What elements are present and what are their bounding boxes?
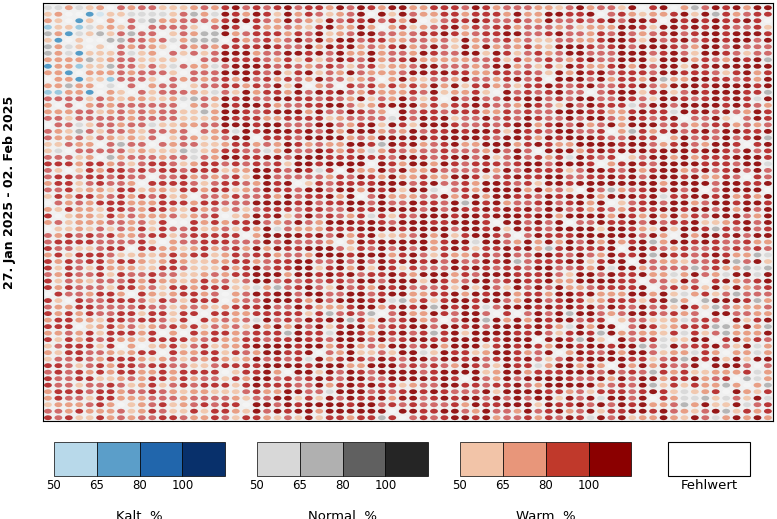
Bar [343,442,385,476]
Text: Normal  %: Normal % [308,510,377,519]
Text: 80: 80 [335,480,350,493]
Text: Fehlwert: Fehlwert [681,480,737,493]
Text: 65: 65 [292,480,307,493]
Text: 100: 100 [171,480,193,493]
Bar [668,442,750,476]
Bar [588,442,632,476]
Bar [385,442,428,476]
Text: 50: 50 [249,480,264,493]
Text: 50: 50 [452,480,467,493]
Text: 80: 80 [132,480,147,493]
Text: 100: 100 [577,480,600,493]
Bar [140,442,183,476]
Text: 65: 65 [89,480,104,493]
Text: 27. Jan 2025 - 02. Feb 2025: 27. Jan 2025 - 02. Feb 2025 [3,95,16,289]
Bar [256,442,300,476]
Bar [54,442,96,476]
Text: 65: 65 [495,480,510,493]
Bar [300,442,343,476]
Bar [503,442,545,476]
Bar [96,442,140,476]
Text: 100: 100 [375,480,396,493]
Text: Kalt  %: Kalt % [117,510,163,519]
Bar [460,442,503,476]
Text: 50: 50 [47,480,61,493]
Bar [183,442,225,476]
Text: 80: 80 [538,480,553,493]
Text: Warm  %: Warm % [516,510,576,519]
Bar [545,442,588,476]
